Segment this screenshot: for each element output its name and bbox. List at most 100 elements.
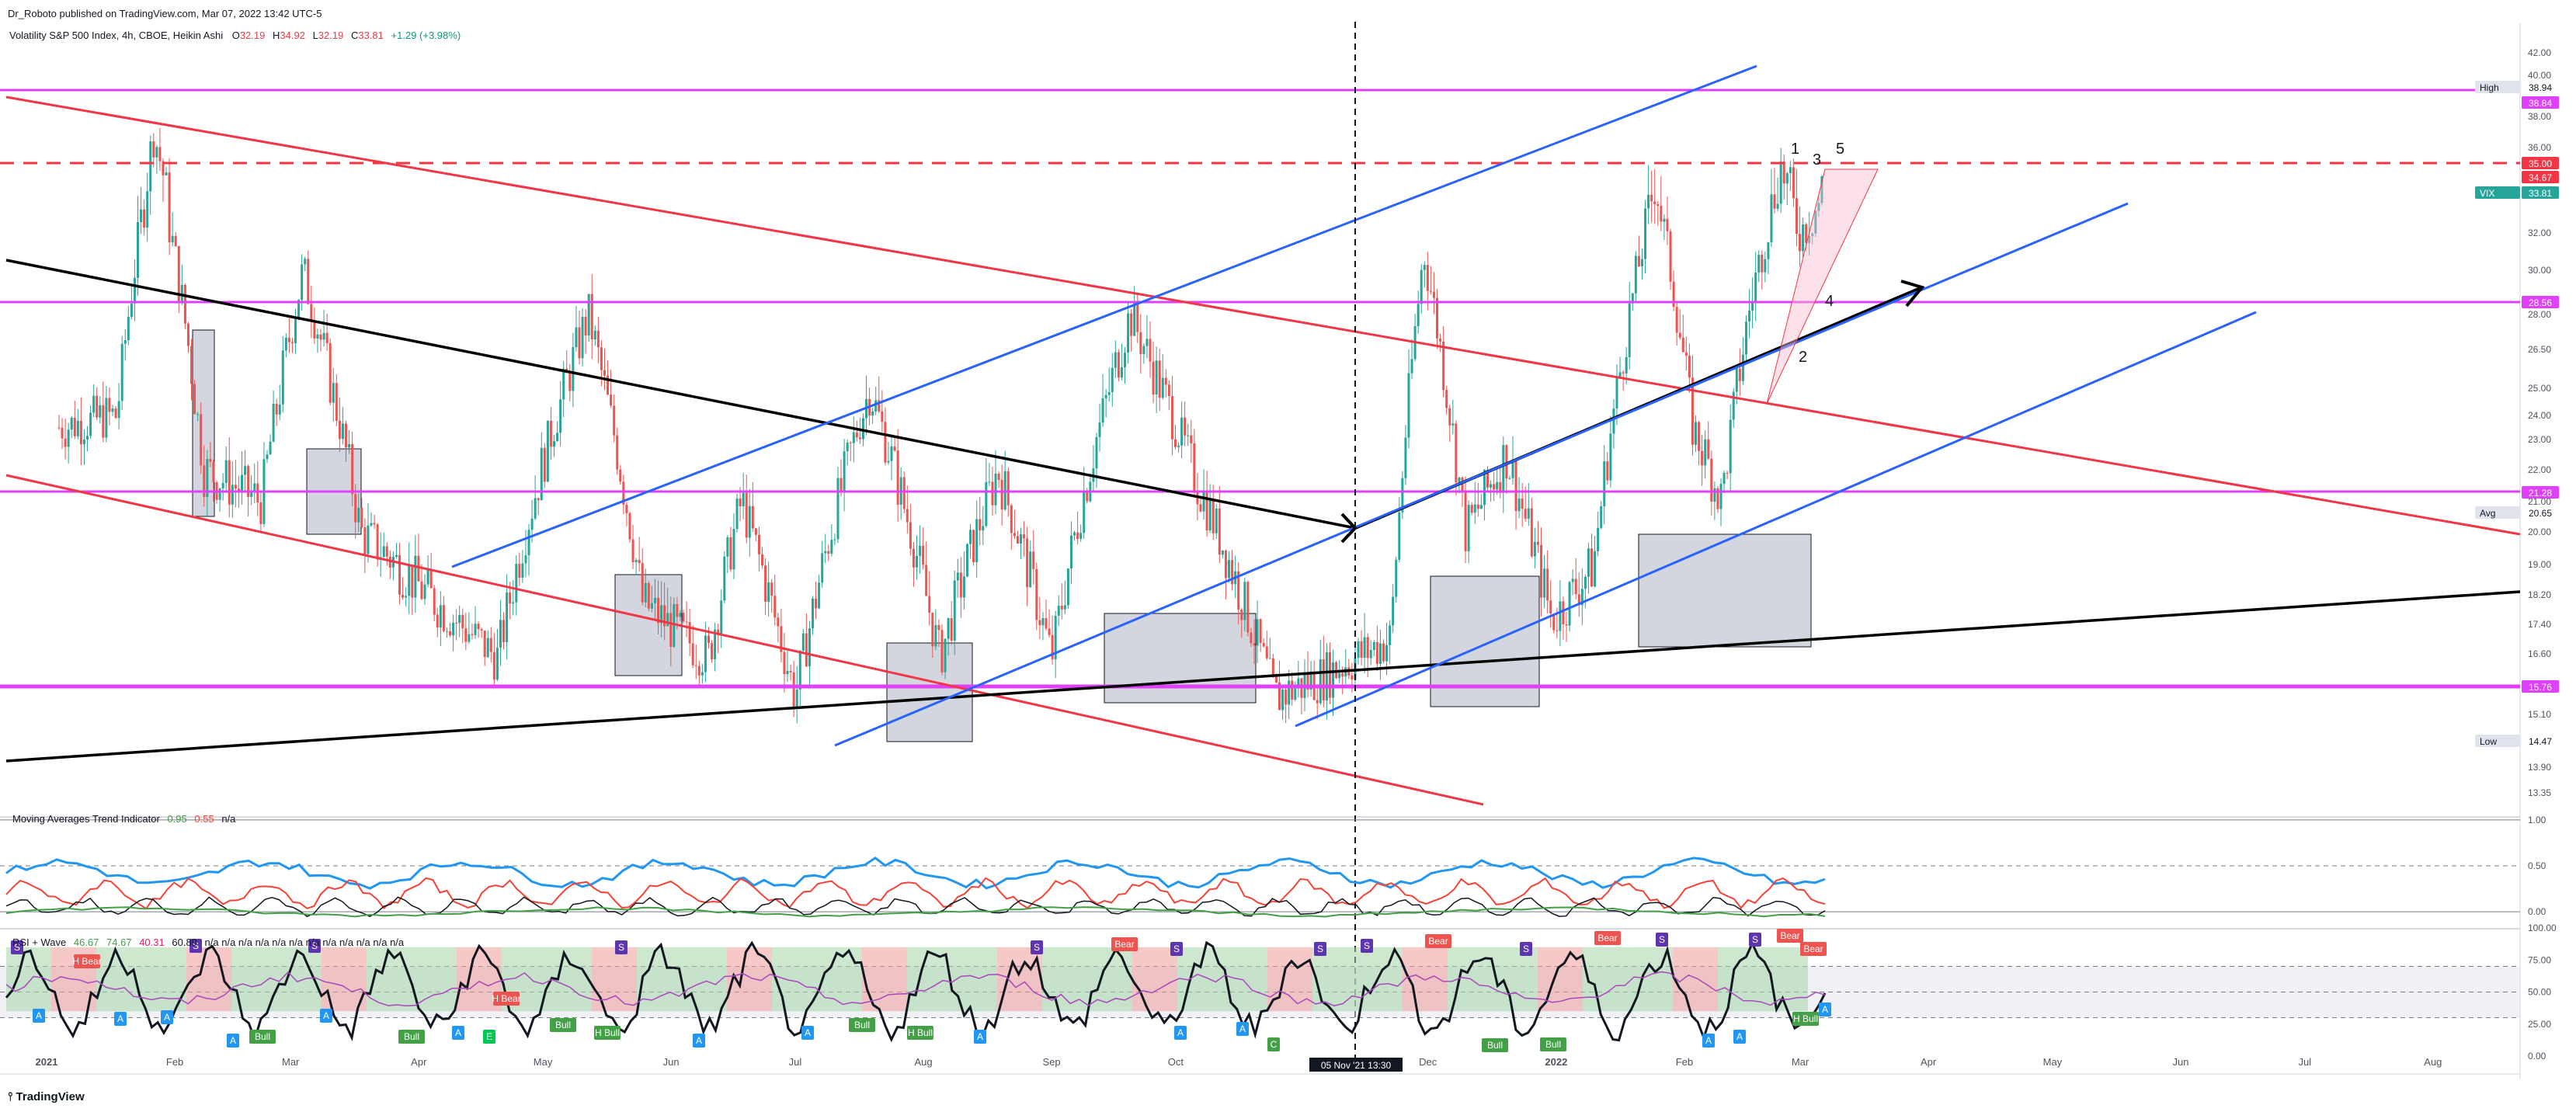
candle-body xyxy=(631,539,634,562)
signal-badge-bg xyxy=(11,940,23,954)
signal-badge-s: S xyxy=(1170,942,1183,956)
candle-body xyxy=(641,563,644,603)
candle-body xyxy=(1281,690,1285,711)
candle-body xyxy=(1726,472,1729,474)
candle-body xyxy=(92,395,96,413)
mati-header[interactable]: Moving Averages Trend Indicator 0.95 0.5… xyxy=(12,813,235,825)
signal-badge-e: E xyxy=(483,1030,495,1044)
signal-badge-bg xyxy=(550,1018,576,1032)
signal-badge-text: Bull xyxy=(404,1031,419,1042)
candle-body xyxy=(1587,548,1590,577)
low-value: 32.19 xyxy=(318,30,344,41)
signal-badge-a: A xyxy=(693,1034,705,1048)
wave-label-2: 2 xyxy=(1799,349,1807,366)
candle-body xyxy=(572,347,575,391)
time-tick-label: Feb xyxy=(1676,1056,1693,1068)
signal-badge-bear: Bear xyxy=(1777,929,1803,943)
candle-body xyxy=(1761,255,1764,273)
candle-body xyxy=(1145,339,1149,346)
candle-body xyxy=(1205,492,1208,531)
candle-body xyxy=(1650,194,1653,202)
ma-tick-label: 1.00 xyxy=(2528,815,2546,825)
time-tick-label: Jun xyxy=(663,1056,680,1068)
candle-body xyxy=(1136,302,1139,332)
signal-badge-bg xyxy=(1656,933,1668,947)
signal-badge-bg xyxy=(1733,1030,1746,1044)
candle-body xyxy=(1086,492,1089,502)
candle-body xyxy=(1173,439,1177,447)
candle-body xyxy=(1101,398,1104,423)
candle-body xyxy=(1265,646,1268,659)
candle-body xyxy=(411,565,414,598)
candle-body xyxy=(764,565,767,602)
time-tick-label: Aug xyxy=(914,1056,932,1068)
candle-body xyxy=(1672,281,1675,308)
candle-body xyxy=(247,466,250,497)
signal-badge-h-bull: H Bull xyxy=(594,1026,621,1040)
candle-body xyxy=(1224,550,1227,579)
signal-badge-bull: Bull xyxy=(550,1018,576,1032)
candle-body xyxy=(1565,624,1568,626)
price-marker-level-1-text: 38.84 xyxy=(2529,98,2552,109)
candle-body xyxy=(1445,390,1448,408)
candle-body xyxy=(244,466,247,475)
signal-badge-bull: Bull xyxy=(849,1018,875,1032)
candle-body xyxy=(714,629,717,659)
signal-badge-text: S xyxy=(193,940,199,951)
candle-body xyxy=(146,191,149,228)
candle-body xyxy=(1754,273,1757,302)
candle-body xyxy=(530,518,534,530)
rsi-wave-band xyxy=(1673,947,1718,1012)
candle-body xyxy=(385,546,388,557)
candle-body xyxy=(70,417,73,430)
candle-body xyxy=(622,481,625,505)
signal-badge-s: S xyxy=(189,939,202,953)
candle-body xyxy=(644,582,647,603)
candle-body xyxy=(610,394,613,406)
candle-body xyxy=(1152,361,1155,395)
candle-body xyxy=(798,651,801,690)
signal-badge-a: A xyxy=(114,1012,127,1026)
candle-body xyxy=(1455,423,1458,483)
rsi-header[interactable]: RSI + Wave 46.67 74.67 40.31 60.89 n/a n… xyxy=(12,937,404,948)
candle-body xyxy=(1811,233,1814,237)
candle-body xyxy=(105,398,108,438)
candle-body xyxy=(408,565,411,596)
candle-body xyxy=(638,560,641,564)
candle-body xyxy=(471,634,474,635)
candle-body xyxy=(442,605,445,631)
candle-body xyxy=(1297,678,1300,689)
candle-body xyxy=(1054,615,1057,660)
signal-badge-s: S xyxy=(11,940,23,954)
price-tick-label: 17.40 xyxy=(2528,619,2551,630)
mati-value-1: 0.95 xyxy=(167,813,187,825)
candle-body xyxy=(1577,594,1580,606)
candle-body xyxy=(414,555,417,598)
candle-body xyxy=(979,519,982,531)
candle-body xyxy=(345,423,348,448)
signal-badge-bear: Bear xyxy=(1425,934,1451,948)
candle-body xyxy=(515,564,518,603)
time-tick-label: Sep xyxy=(1043,1056,1061,1068)
candle-body xyxy=(1625,356,1628,374)
signal-badge-bg xyxy=(1314,942,1326,956)
candle-body xyxy=(1325,652,1328,701)
drawn-box-5 xyxy=(1104,613,1257,704)
candle-body xyxy=(767,582,770,602)
candle-body xyxy=(313,321,316,339)
candle-body xyxy=(902,477,906,509)
tradingview-logo[interactable]: ⫯ TradingView xyxy=(8,1090,85,1103)
candle-body xyxy=(1023,534,1026,539)
candle-body xyxy=(1464,492,1467,551)
candle-body xyxy=(818,582,821,609)
candle-body xyxy=(1177,445,1180,447)
candle-body xyxy=(1805,224,1808,243)
rsi-wave-band xyxy=(1222,947,1267,1012)
candle-body xyxy=(985,481,988,526)
signal-badge-bg xyxy=(1819,1003,1831,1016)
rsi-value-4: 60.89 xyxy=(172,937,197,948)
candle-body xyxy=(325,332,329,343)
price-tick-label: 38.00 xyxy=(2528,111,2551,122)
